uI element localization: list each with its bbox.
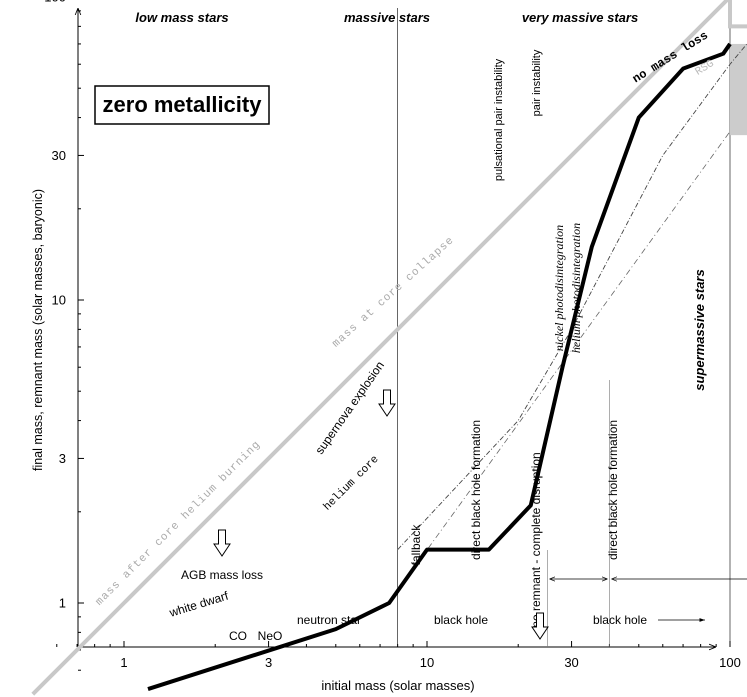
y-tick-label: 100: [44, 0, 66, 5]
label-black-hole: black hole: [434, 613, 488, 627]
label-white-dwarf: white dwarf: [167, 588, 231, 620]
region-label: very massive stars: [522, 10, 638, 25]
y-axis-label: final mass, remnant mass (solar masses, …: [31, 189, 45, 471]
series-mass-at-core-collapse: [728, 0, 747, 29]
no-remnant-arrow-icon: [531, 612, 549, 640]
label-pair-instability: pair instability: [531, 49, 543, 116]
label-rsg: RSG: [693, 58, 716, 79]
supernova-arrow-icon: [378, 389, 396, 417]
x-tick-label: 1: [120, 655, 127, 670]
x-tick-label: 10: [420, 655, 434, 670]
shaded-range: [730, 43, 747, 136]
label-black-hole-right: black hole: [593, 613, 647, 627]
series-mass-after-core-helium-burning: [31, 0, 730, 696]
label-supernova-explosion: supernova explosion: [312, 359, 387, 457]
y-tick-label: 30: [52, 148, 66, 163]
label-mass-after-core-helium-burning: mass after core helium burning: [94, 439, 264, 609]
diagonal-guide: [397, 107, 747, 591]
label-fallback: fallback: [409, 524, 423, 566]
x-tick-label: 30: [564, 655, 578, 670]
label-nickel-photodisintegration: nickel photodisintegration: [552, 225, 566, 351]
agb-arrow-icon: [213, 529, 231, 557]
x-axis-label: initial mass (solar masses): [321, 678, 474, 693]
title-box: [94, 85, 270, 125]
y-tick-label: 3: [59, 451, 66, 466]
label-neo: NeO: [258, 629, 283, 643]
label-helium-photodisintegration: helium photodisintegration: [569, 223, 583, 353]
label-direct-black-hole-formation-right: direct black hole formation: [606, 420, 620, 560]
label-neutron-star: neutron star: [297, 613, 361, 627]
region-label: massive stars: [344, 10, 430, 25]
region-label: supermassive stars: [692, 269, 707, 390]
series-remnant-mass: [147, 42, 732, 691]
x-tick-label: 100: [719, 655, 741, 670]
label-no-remnant: no remnant - complete disruption: [529, 452, 543, 627]
label-pulsational-pair-instability: pulsational pair instability: [493, 58, 505, 181]
series-helium-core: [397, 43, 747, 550]
label-agb-mass-loss: AGB mass loss: [181, 568, 263, 582]
region-label: low mass stars: [135, 10, 228, 25]
y-tick-label: 1: [59, 596, 66, 611]
label-helium-core: helium core: [322, 454, 382, 514]
label-co: CO: [229, 629, 247, 643]
chart-title: zero metallicity: [103, 92, 263, 117]
y-tick-label: 10: [52, 293, 66, 308]
label-direct-black-hole-formation: direct black hole formation: [469, 420, 483, 560]
x-tick-label: 3: [265, 655, 272, 670]
